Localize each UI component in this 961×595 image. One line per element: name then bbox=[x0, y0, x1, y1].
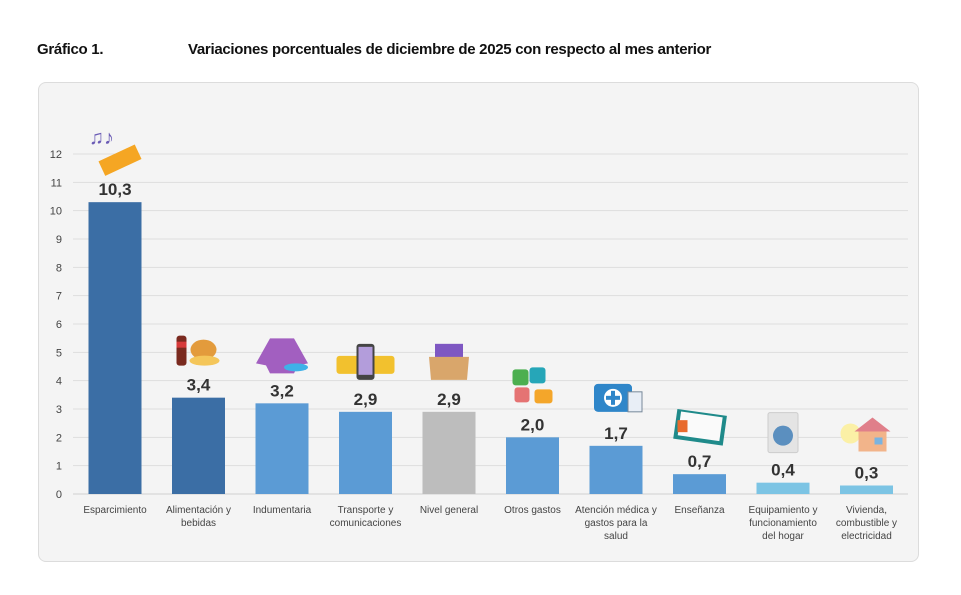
bar bbox=[339, 411, 392, 494]
house-bulb-icon bbox=[840, 417, 891, 452]
data-label: 2,9 bbox=[437, 390, 461, 409]
y-tick-label: 9 bbox=[56, 234, 62, 246]
x-tick-label: Otros gastos bbox=[504, 505, 561, 516]
bar bbox=[589, 445, 643, 494]
y-tick-label: 8 bbox=[56, 262, 62, 274]
clothing-icon bbox=[256, 338, 308, 374]
bar bbox=[422, 411, 476, 494]
bar bbox=[840, 485, 893, 494]
book-icon bbox=[673, 408, 727, 446]
x-tick-label: bebidas bbox=[181, 518, 216, 529]
chart-title: Variaciones porcentuales de diciembre de… bbox=[188, 41, 712, 58]
data-label: 3,2 bbox=[270, 381, 294, 400]
washing-machine-icon bbox=[767, 412, 799, 454]
data-label: 0,4 bbox=[771, 461, 795, 480]
data-label: 1,7 bbox=[604, 424, 628, 443]
food-drink-icon bbox=[176, 335, 220, 366]
x-tick-label: Esparcimiento bbox=[83, 505, 147, 516]
bar bbox=[673, 474, 726, 494]
x-tick-label: Atención médica y bbox=[575, 505, 657, 516]
y-tick-label: 5 bbox=[56, 347, 62, 359]
puzzle-money-icon bbox=[512, 367, 553, 404]
y-tick-label: 4 bbox=[56, 376, 62, 388]
x-tick-label: Nivel general bbox=[420, 505, 478, 516]
ticket-music-icon: ♫♪ bbox=[89, 127, 142, 176]
x-tick-label: gastos para la bbox=[585, 518, 648, 529]
data-label: 10,3 bbox=[98, 180, 131, 199]
data-label: 2,9 bbox=[354, 390, 378, 409]
y-tick-label: 12 bbox=[50, 149, 62, 161]
bar bbox=[172, 397, 225, 494]
x-tick-label: electricidad bbox=[841, 531, 892, 542]
y-tick-label: 7 bbox=[56, 291, 62, 303]
figure-label: Gráfico 1. bbox=[37, 41, 104, 58]
x-tick-label: funcionamiento bbox=[749, 518, 817, 529]
x-tick-label: Transporte y bbox=[338, 505, 394, 516]
x-tick-label: Alimentación y bbox=[166, 505, 231, 516]
data-label: 0,3 bbox=[855, 464, 879, 483]
medical-kit-icon bbox=[594, 383, 643, 413]
x-tick-label: Vivienda, bbox=[846, 505, 887, 516]
y-tick-label: 3 bbox=[56, 404, 62, 416]
x-tick-label: comunicaciones bbox=[330, 518, 402, 529]
data-label: 2,0 bbox=[521, 415, 545, 434]
bar bbox=[88, 202, 142, 494]
y-tick-label: 6 bbox=[56, 319, 62, 331]
data-label: 0,7 bbox=[688, 452, 712, 471]
bus-phone-icon bbox=[336, 343, 395, 380]
goods-box-icon bbox=[429, 343, 469, 380]
x-tick-label: del hogar bbox=[762, 531, 804, 542]
bar bbox=[756, 482, 810, 494]
y-tick-label: 11 bbox=[51, 177, 62, 189]
bar bbox=[506, 437, 559, 494]
y-tick-label: 1 bbox=[56, 461, 62, 473]
x-tick-label: salud bbox=[604, 531, 628, 542]
svg-text:♫♪: ♫♪ bbox=[89, 127, 114, 149]
x-tick-label: Indumentaria bbox=[253, 505, 312, 516]
data-label: 3,4 bbox=[187, 376, 211, 395]
y-tick-label: 10 bbox=[50, 206, 62, 218]
bar bbox=[255, 403, 309, 494]
y-tick-label: 0 bbox=[56, 489, 62, 501]
x-tick-label: combustible y bbox=[836, 518, 897, 529]
x-tick-label: Equipamiento y bbox=[749, 505, 818, 516]
y-tick-label: 2 bbox=[56, 432, 62, 444]
x-tick-label: Enseñanza bbox=[674, 505, 724, 516]
